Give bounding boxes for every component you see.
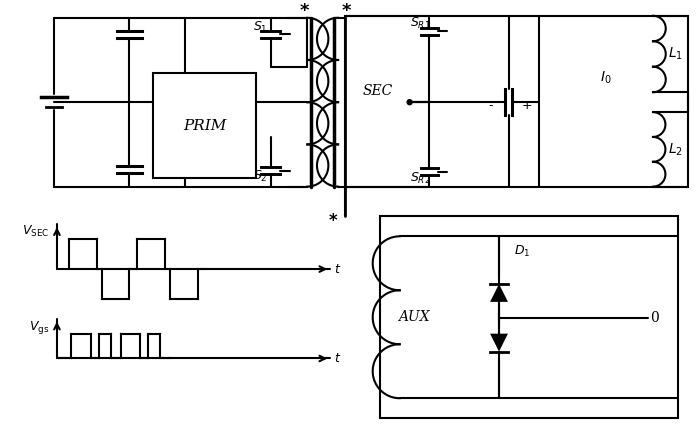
Bar — [345, 16, 688, 187]
Text: $I_0$: $I_0$ — [599, 69, 611, 86]
Text: +: + — [522, 99, 532, 112]
Text: *: * — [300, 2, 309, 20]
Text: $S_{R1}$: $S_{R1}$ — [410, 16, 430, 31]
Polygon shape — [490, 334, 508, 352]
Text: $t$: $t$ — [334, 352, 342, 365]
Circle shape — [407, 100, 412, 105]
Text: $D_1$: $D_1$ — [514, 244, 531, 259]
Bar — [153, 73, 256, 178]
Text: *: * — [329, 213, 337, 230]
Text: -: - — [489, 99, 493, 112]
Text: $V_\mathrm{gs}$: $V_\mathrm{gs}$ — [29, 319, 49, 336]
Text: SEC: SEC — [363, 84, 393, 98]
Text: $S_1$: $S_1$ — [253, 20, 267, 35]
Text: PRIM: PRIM — [183, 119, 226, 132]
Text: $t$: $t$ — [334, 262, 342, 275]
Text: *: * — [342, 2, 351, 20]
Polygon shape — [490, 284, 508, 302]
Text: $L_2$: $L_2$ — [668, 141, 683, 158]
Text: $L_1$: $L_1$ — [668, 46, 683, 62]
Text: 0: 0 — [650, 311, 659, 325]
Text: $V_\mathrm{SEC}$: $V_\mathrm{SEC}$ — [22, 224, 49, 239]
Text: $S_2$: $S_2$ — [253, 169, 267, 184]
Bar — [380, 216, 678, 418]
Text: $S_{R2}$: $S_{R2}$ — [410, 171, 430, 186]
Text: AUX: AUX — [398, 310, 429, 324]
